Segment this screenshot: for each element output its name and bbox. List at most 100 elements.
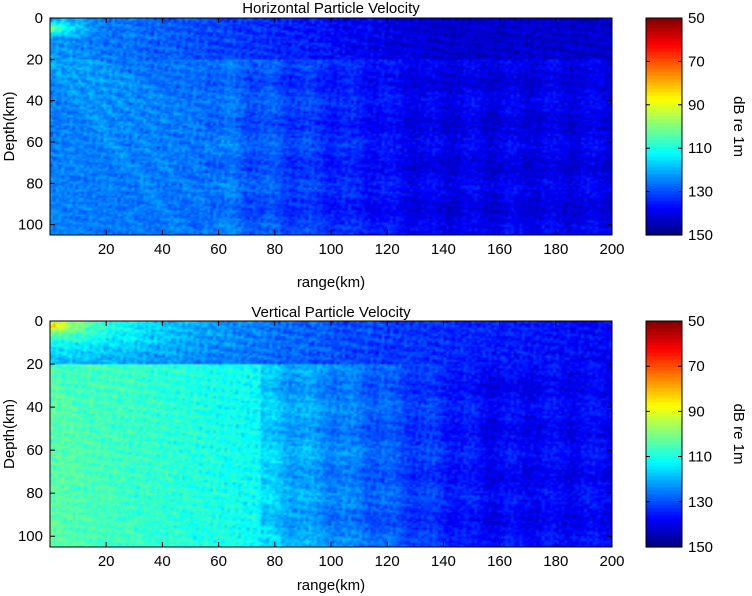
colorbar-swatch	[646, 102, 682, 107]
colorbar-swatch	[646, 444, 682, 449]
colorbar-swatch	[646, 167, 682, 172]
colorbar-swatch	[646, 109, 682, 114]
heatmap-field	[50, 321, 612, 547]
colorbar-swatch	[646, 126, 682, 131]
colorbar-swatch	[646, 82, 682, 87]
colorbar-swatch	[646, 359, 682, 364]
colorbar-swatch	[646, 419, 682, 425]
colorbar-swatch	[646, 324, 682, 329]
y-tick-label: 100	[18, 217, 43, 234]
colorbar-swatch	[646, 412, 682, 417]
colorbar-swatch	[646, 123, 682, 128]
colorbar-swatch	[646, 224, 682, 229]
colorbar-swatch	[646, 373, 682, 379]
colorbar-swatch	[646, 24, 682, 29]
colorbar-swatch	[646, 423, 682, 428]
colorbar-swatch	[646, 479, 682, 485]
colorbar-swatch	[646, 112, 682, 117]
colorbar-swatch	[646, 190, 682, 195]
colorbar-swatch	[646, 228, 682, 233]
colorbar-swatch	[646, 345, 682, 350]
colorbar-swatch	[646, 416, 682, 421]
colorbar-swatch	[646, 92, 682, 97]
chart-title: Vertical Particle Velocity	[251, 304, 411, 321]
colorbar-tick-label: 90	[688, 97, 705, 114]
colorbar-swatch	[646, 525, 682, 530]
colorbar-swatch	[646, 72, 682, 77]
colorbar-swatch	[646, 434, 682, 439]
colorbar-swatch	[646, 338, 682, 343]
colorbar-swatch	[646, 116, 682, 121]
x-tick-label: 60	[210, 553, 227, 570]
colorbar-swatch	[646, 497, 682, 502]
colorbar-tick-label: 70	[688, 53, 705, 70]
y-tick-label: 0	[35, 10, 43, 27]
colorbar-swatch	[646, 153, 682, 158]
colorbar-swatch	[646, 157, 682, 162]
colorbar-swatch	[646, 476, 682, 481]
chart-panel: 20 40 60 80 100 120 140 160 180 200 0 20 40 60 80 100 Ho…	[1, 0, 747, 291]
colorbar-swatch	[646, 58, 682, 63]
colorbar-swatch	[646, 143, 682, 148]
colorbar-swatch	[646, 532, 682, 538]
colorbar-label: dB re 1m	[730, 404, 747, 465]
colorbar-swatch	[646, 218, 682, 223]
y-tick-label: 80	[26, 175, 43, 192]
x-tick-label: 100	[318, 553, 343, 570]
colorbar-swatch	[646, 518, 682, 523]
colorbar-swatch	[646, 146, 682, 151]
colorbar-swatch	[646, 65, 682, 70]
colorbar-swatch	[646, 472, 682, 477]
colorbar-swatch	[646, 409, 682, 414]
colorbar-swatch	[646, 170, 682, 175]
colorbar-tick-label: 150	[688, 227, 713, 244]
colorbar-swatch	[646, 79, 682, 84]
colorbar-swatch	[646, 522, 682, 527]
x-tick-label: 200	[599, 553, 624, 570]
colorbar-frame	[645, 320, 683, 548]
colorbar-swatch	[646, 106, 682, 111]
colorbar-swatch	[646, 99, 682, 104]
colorbar-swatch	[646, 377, 682, 382]
y-axis-label: Depth(km)	[1, 91, 18, 161]
y-tick-label: 40	[26, 93, 43, 110]
colorbar-swatch	[646, 352, 682, 357]
y-tick-label: 20	[26, 51, 43, 68]
colorbar-swatch	[646, 221, 682, 226]
colorbar-swatch	[646, 321, 682, 326]
y-tick-label: 20	[26, 356, 43, 373]
colorbar-swatch	[646, 85, 682, 90]
x-tick-label: 200	[599, 241, 624, 258]
x-tick-label: 120	[375, 553, 400, 570]
colorbar-swatch	[646, 163, 682, 168]
colorbar-swatch	[646, 391, 682, 396]
x-tick-label: 40	[154, 553, 171, 570]
colorbar-swatch	[646, 384, 682, 389]
y-axis-label: Depth(km)	[1, 399, 18, 469]
y-tick-label: 60	[26, 134, 43, 151]
colorbar-swatch	[646, 437, 682, 442]
colorbar-swatch	[646, 465, 682, 470]
colorbar-tick-label: 50	[688, 313, 705, 330]
colorbar-swatch	[646, 55, 682, 60]
heatmap-field	[50, 18, 612, 235]
colorbar-swatch	[646, 508, 682, 513]
colorbar-swatch	[646, 51, 682, 56]
x-tick-label: 40	[154, 241, 171, 258]
colorbar-swatch	[646, 430, 682, 435]
colorbar-frame	[645, 17, 683, 236]
x-tick-label: 140	[431, 241, 456, 258]
colorbar-swatch	[646, 328, 682, 333]
colorbar-swatch	[646, 160, 682, 165]
y-tick-label: 40	[26, 399, 43, 416]
colorbar-swatch	[646, 539, 682, 545]
colorbar-swatch	[646, 34, 682, 39]
colorbar-swatch	[646, 214, 682, 219]
x-axis-label: range(km)	[297, 577, 365, 594]
colorbar-swatch	[646, 515, 682, 520]
colorbar-swatch	[646, 173, 682, 178]
x-tick-label: 80	[266, 553, 283, 570]
colorbar-swatch	[646, 543, 682, 548]
colorbar-swatch	[646, 370, 682, 375]
colorbar-tick-label: 70	[688, 358, 705, 375]
